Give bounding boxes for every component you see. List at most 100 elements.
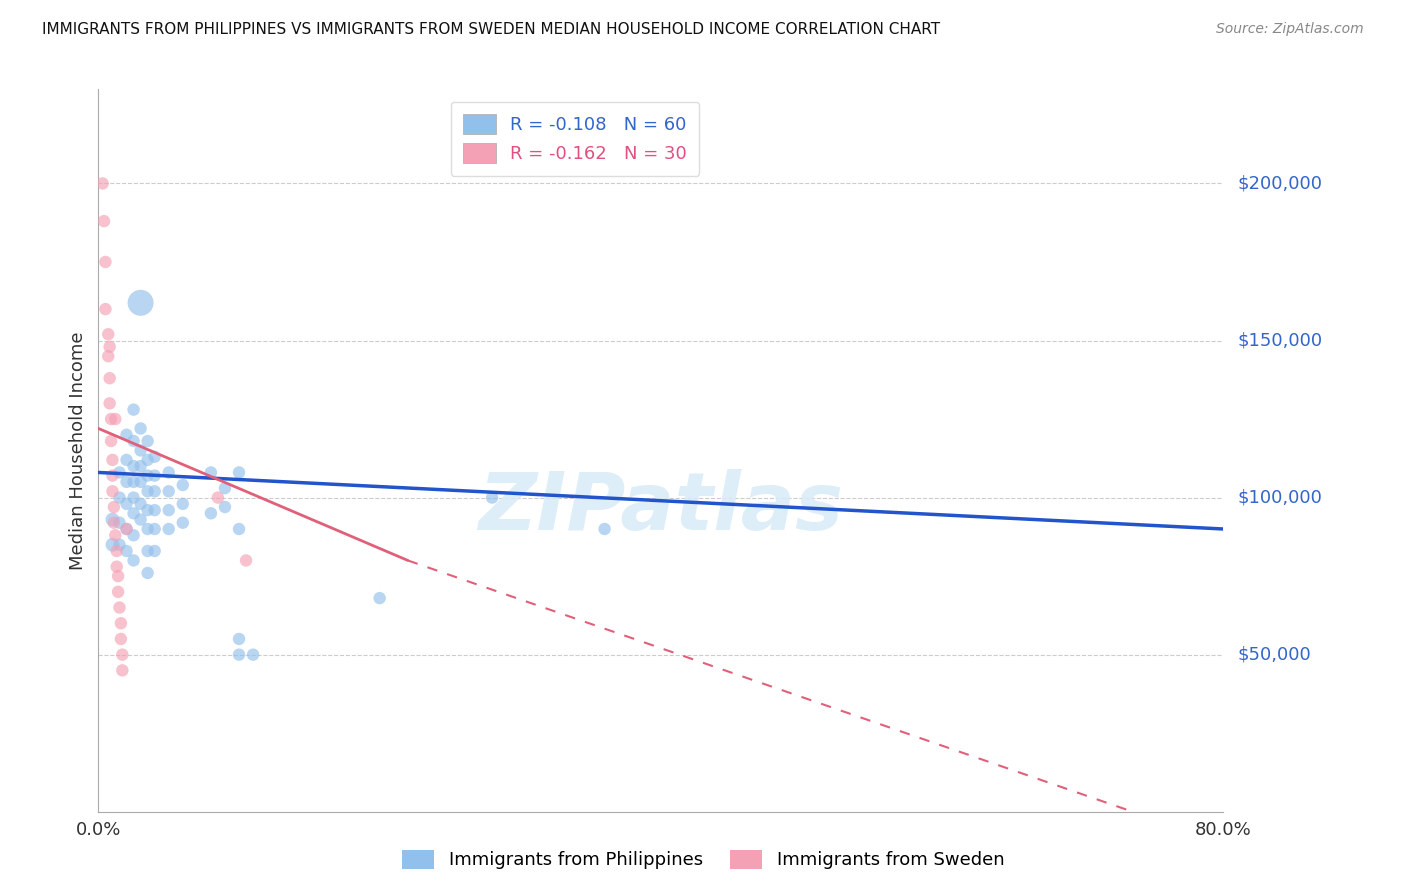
Point — [157, 522, 180, 536]
Point — [136, 503, 159, 517]
Text: $150,000: $150,000 — [1237, 332, 1322, 350]
Point — [122, 528, 145, 542]
Legend: Immigrants from Philippines, Immigrants from Sweden: Immigrants from Philippines, Immigrants … — [392, 840, 1014, 879]
Point — [172, 497, 194, 511]
Point — [98, 396, 121, 410]
Point — [115, 427, 138, 442]
Point — [143, 450, 166, 464]
Point — [108, 491, 131, 505]
Point — [115, 497, 138, 511]
Point — [143, 484, 166, 499]
Point — [97, 327, 120, 342]
Point — [101, 484, 124, 499]
Point — [101, 468, 124, 483]
Point — [111, 648, 134, 662]
Point — [242, 648, 264, 662]
Point — [107, 584, 129, 599]
Point — [157, 503, 180, 517]
Point — [136, 434, 159, 448]
Point — [105, 559, 128, 574]
Point — [101, 453, 124, 467]
Legend: R = -0.108   N = 60, R = -0.162   N = 30: R = -0.108 N = 60, R = -0.162 N = 30 — [450, 102, 699, 176]
Point — [93, 214, 115, 228]
Point — [115, 544, 138, 558]
Point — [115, 522, 138, 536]
Point — [129, 295, 152, 310]
Point — [122, 506, 145, 520]
Point — [200, 466, 222, 480]
Point — [101, 512, 124, 526]
Point — [129, 475, 152, 489]
Point — [122, 402, 145, 417]
Point — [122, 491, 145, 505]
Point — [100, 434, 122, 448]
Point — [228, 632, 250, 646]
Point — [105, 544, 128, 558]
Point — [108, 538, 131, 552]
Text: IMMIGRANTS FROM PHILIPPINES VS IMMIGRANTS FROM SWEDEN MEDIAN HOUSEHOLD INCOME CO: IMMIGRANTS FROM PHILIPPINES VS IMMIGRANT… — [42, 22, 941, 37]
Point — [214, 481, 236, 495]
Point — [100, 412, 122, 426]
Point — [136, 468, 159, 483]
Point — [136, 453, 159, 467]
Text: $100,000: $100,000 — [1237, 489, 1322, 507]
Text: $50,000: $50,000 — [1237, 646, 1310, 664]
Point — [129, 512, 152, 526]
Point — [91, 177, 114, 191]
Point — [104, 412, 127, 426]
Point — [103, 500, 125, 514]
Point — [110, 616, 132, 631]
Point — [98, 340, 121, 354]
Point — [115, 475, 138, 489]
Point — [136, 522, 159, 536]
Point — [228, 466, 250, 480]
Point — [115, 522, 138, 536]
Point — [228, 648, 250, 662]
Point — [129, 421, 152, 435]
Point — [94, 302, 117, 317]
Point — [122, 475, 145, 489]
Point — [129, 443, 152, 458]
Point — [368, 591, 391, 606]
Point — [157, 484, 180, 499]
Text: ZIPatlas: ZIPatlas — [478, 469, 844, 548]
Point — [228, 522, 250, 536]
Y-axis label: Median Household Income: Median Household Income — [69, 331, 87, 570]
Point — [136, 544, 159, 558]
Point — [98, 371, 121, 385]
Point — [136, 566, 159, 580]
Text: Source: ZipAtlas.com: Source: ZipAtlas.com — [1216, 22, 1364, 37]
Point — [108, 466, 131, 480]
Point — [103, 516, 125, 530]
Point — [110, 632, 132, 646]
Point — [143, 503, 166, 517]
Point — [481, 491, 503, 505]
Point — [104, 528, 127, 542]
Point — [207, 491, 229, 505]
Point — [129, 459, 152, 474]
Point — [122, 553, 145, 567]
Point — [122, 459, 145, 474]
Point — [143, 468, 166, 483]
Point — [157, 466, 180, 480]
Point — [129, 497, 152, 511]
Point — [143, 544, 166, 558]
Point — [108, 600, 131, 615]
Point — [172, 478, 194, 492]
Point — [122, 434, 145, 448]
Text: $200,000: $200,000 — [1237, 175, 1322, 193]
Point — [136, 484, 159, 499]
Point — [143, 522, 166, 536]
Point — [107, 569, 129, 583]
Point — [94, 255, 117, 269]
Point — [115, 453, 138, 467]
Point — [235, 553, 257, 567]
Point — [97, 349, 120, 363]
Point — [200, 506, 222, 520]
Point — [108, 516, 131, 530]
Point — [214, 500, 236, 514]
Point — [111, 664, 134, 678]
Point — [172, 516, 194, 530]
Point — [593, 522, 616, 536]
Point — [101, 538, 124, 552]
